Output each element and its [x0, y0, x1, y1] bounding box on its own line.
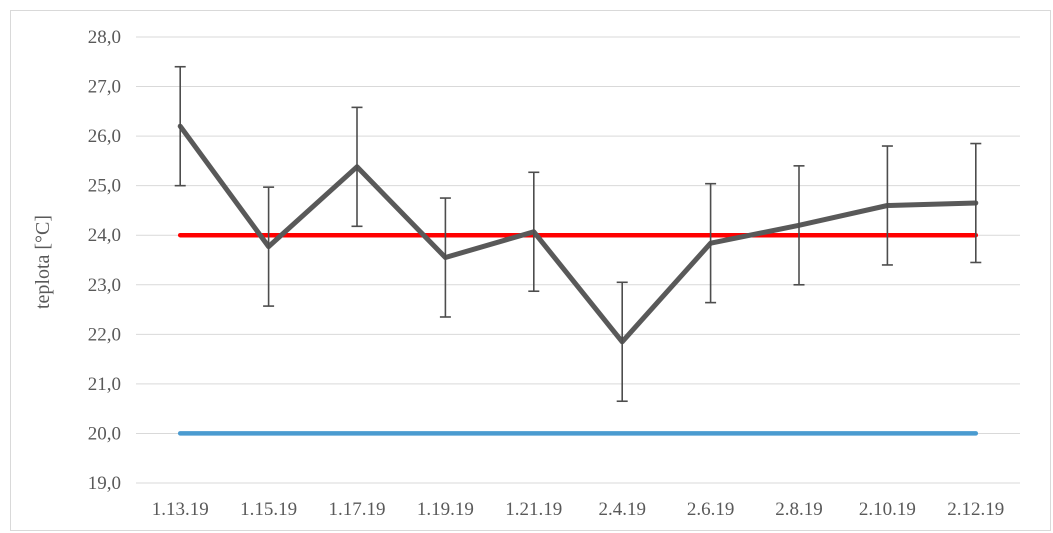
data-series-line — [177, 123, 979, 345]
y-tick-label: 27,0 — [88, 77, 121, 98]
x-tick-label: 1.21.19 — [505, 499, 562, 520]
y-tick-label: 21,0 — [88, 374, 121, 395]
x-tick-label: 2.8.19 — [775, 499, 823, 520]
error-bar — [793, 165, 805, 286]
error-bar — [616, 281, 628, 403]
series-0 — [174, 65, 982, 403]
y-tick-label: 28,0 — [88, 27, 121, 48]
y-tick-label: 22,0 — [88, 324, 121, 345]
y-tick-label: 23,0 — [88, 275, 121, 296]
y-tick-label: 20,0 — [88, 423, 121, 444]
x-tick-label: 1.19.19 — [417, 499, 474, 520]
x-tick-label: 2.12.19 — [947, 499, 1004, 520]
x-tick-label: 1.15.19 — [240, 499, 297, 520]
series-lines — [174, 65, 982, 436]
y-tick-label: 25,0 — [88, 176, 121, 197]
x-tick-label: 2.4.19 — [598, 499, 646, 520]
error-bar — [174, 65, 186, 187]
x-tick-label: 1.13.19 — [152, 499, 209, 520]
error-bar — [263, 186, 275, 307]
x-tick-label: 2.6.19 — [687, 499, 735, 520]
y-axis-ticks: 19,0 20,0 21,0 22,0 23,0 24,0 25,0 26,0 27,0 28,0 — [88, 27, 121, 494]
error-bar — [528, 171, 540, 293]
chart-frame — [10, 10, 1051, 531]
error-bar — [439, 197, 451, 318]
y-tick-label: 24,0 — [88, 225, 121, 246]
error-bar — [970, 142, 982, 264]
x-axis-ticks: 1.13.19 1.15.19 1.17.19 1.19.19 1.21.19 2.4.1… — [152, 499, 1005, 520]
error-bar — [351, 106, 363, 228]
y-tick-label: 26,0 — [88, 126, 121, 147]
y-tick-label: 19,0 — [88, 473, 121, 494]
error-bar — [705, 182, 717, 304]
y-axis-title: teplota [°C] — [32, 215, 54, 309]
error-bar — [881, 145, 893, 266]
x-tick-label: 1.17.19 — [329, 499, 386, 520]
x-tick-label: 2.10.19 — [859, 499, 916, 520]
